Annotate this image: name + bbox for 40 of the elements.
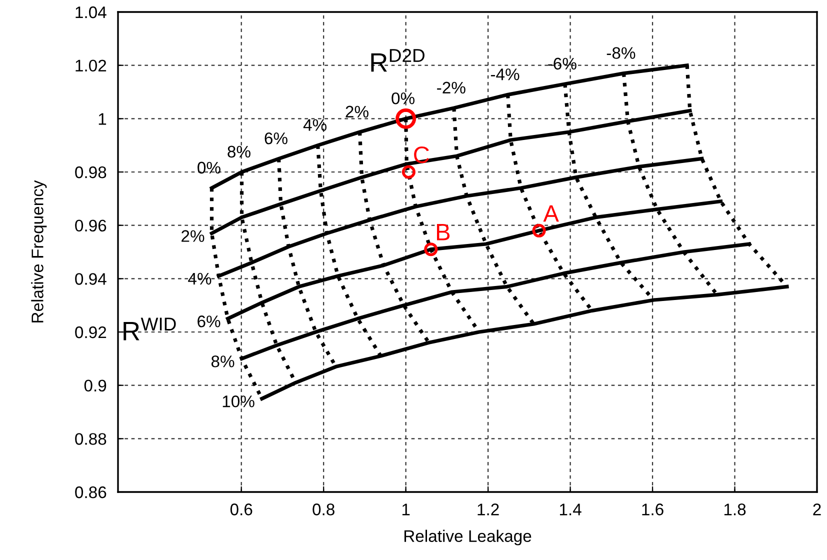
y-tick-label: 0.9	[84, 380, 106, 392]
annotation: 2%	[346, 106, 368, 118]
annotation: 0%	[392, 92, 414, 104]
y-tick-label: 1.04	[76, 6, 106, 18]
annotation: 10%	[222, 396, 254, 408]
y-tick-label: 0.96	[75, 220, 106, 232]
annotation: 4%	[188, 272, 212, 285]
x-tick-label: 1	[402, 504, 410, 516]
y-tick-label: 1.02	[76, 60, 106, 72]
annotation: 0%	[198, 162, 220, 174]
annotation: A	[543, 205, 559, 222]
annotation: B	[437, 224, 450, 240]
annotation: 8%	[211, 356, 234, 368]
y-tick-label: 1	[98, 113, 106, 125]
annotation: 6%	[264, 132, 288, 144]
y-tick-label: 0.92	[75, 326, 106, 338]
y-tick-label: 0.86	[75, 486, 106, 498]
x-tick-label: 1.8	[724, 504, 746, 516]
y-tick-label: 0.94	[75, 273, 106, 285]
annotation: 4%	[303, 119, 327, 131]
annotation: C	[414, 146, 430, 164]
x-tick-label: 0.8	[312, 504, 334, 516]
annotation: 8%	[228, 146, 250, 158]
x-tick-label: 1.4	[560, 504, 582, 516]
x-tick-label: 1.6	[642, 504, 664, 516]
x-axis-title: Relative Leakage	[404, 530, 532, 546]
annotation: 6%	[198, 316, 220, 328]
annotation: 2%	[182, 230, 204, 242]
annotation: -4%	[490, 68, 520, 80]
x-tick-label: 0.6	[230, 504, 252, 516]
annotation: R$^{WID}$	[124, 318, 176, 340]
y-tick-label: 0.88	[75, 433, 106, 445]
y-tick-label: 0.98	[75, 166, 106, 178]
annotation: -8%	[606, 47, 636, 59]
annotation: -6%	[548, 58, 576, 70]
x-tick-label: 1.2	[478, 504, 499, 516]
annotation: R$^{D2D}$	[371, 48, 424, 72]
y-axis-title: Relative Frequency	[31, 180, 47, 322]
annotation: -2%	[437, 82, 466, 94]
x-tick-label: 2	[813, 504, 821, 516]
